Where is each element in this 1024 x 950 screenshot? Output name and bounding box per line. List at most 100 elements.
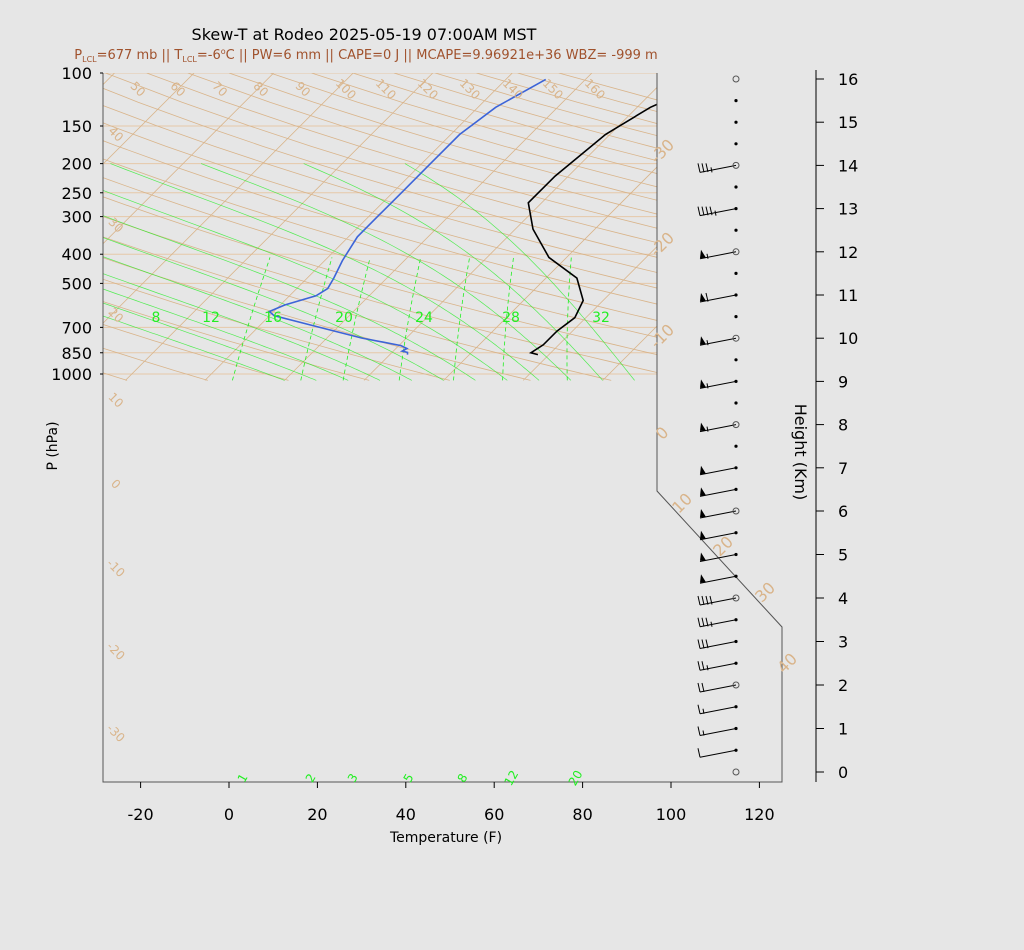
dry-adiabat-line (558, 73, 782, 381)
height-marker (734, 487, 738, 491)
isotherm-line (284, 73, 593, 381)
dry-adiabat-line (228, 73, 782, 381)
wind-barb (699, 251, 737, 260)
isotherm-line (682, 73, 782, 381)
wind-barb (699, 532, 737, 541)
chart-title: Skew-T at Rodeo 2025-05-19 07:00AM MST (192, 25, 537, 44)
mixing-ratio-line (232, 257, 271, 381)
height-marker (734, 574, 738, 578)
height-marker (734, 185, 738, 189)
isotherm-label: -10 (104, 556, 128, 580)
height-marker (734, 120, 738, 124)
height-tick-label: 13 (838, 200, 858, 219)
isotherm-label: 120 (415, 76, 441, 102)
temperature-tick-label: 20 (307, 805, 327, 824)
wind-barb-feather (701, 595, 705, 605)
isotherm-label: 90 (292, 79, 313, 100)
wind-barb-feather (701, 682, 705, 692)
height-marker (734, 466, 738, 470)
height-marker (732, 248, 740, 256)
y-axis-label: P (hPa) (45, 421, 61, 470)
wind-barb (699, 380, 737, 389)
mixing-ratio-label: 12 (501, 768, 521, 788)
height-marker (734, 726, 738, 731)
height-marker (732, 334, 740, 342)
dry-adiabat-line (103, 73, 289, 381)
wind-barb-flag (700, 552, 706, 561)
wind-barb-flag (700, 379, 706, 388)
height-marker (734, 661, 738, 665)
dry-adiabat-line (103, 73, 782, 381)
isotherm-label: -20 (646, 228, 678, 260)
temperature-line (527, 73, 730, 356)
dry-adiabat-line (476, 73, 782, 381)
temperature-tick-label: 0 (224, 805, 234, 824)
temperature-axis: -20 0 20 40 60 80 100 120 (128, 782, 775, 824)
pressure-tick-label: 200 (61, 155, 92, 174)
wind-barb (699, 662, 737, 671)
height-marker (732, 75, 740, 83)
height-tick-label: 6 (838, 502, 848, 521)
dry-adiabat-line (270, 73, 782, 381)
height-marker (734, 748, 738, 752)
wind-barb-feather (701, 617, 705, 627)
height-tick-label: 9 (838, 372, 848, 391)
wind-barb-feather (697, 661, 701, 671)
isotherm-label: -20 (104, 639, 128, 663)
wind-barb-flag (700, 422, 706, 431)
height-marker (734, 705, 738, 709)
wind-barb (699, 467, 737, 476)
wind-barb (699, 488, 737, 497)
wind-barb-feather (709, 595, 713, 605)
isotherm-line (103, 73, 274, 381)
height-tick-label: 10 (838, 329, 858, 348)
height-marker (734, 444, 738, 448)
pressure-tick-label: 100 (61, 64, 92, 83)
height-tick-label: 7 (838, 459, 848, 478)
height-marker (734, 639, 738, 644)
wind-barb-feather (714, 210, 717, 216)
wind-barb-feather (701, 639, 705, 649)
wind-barb-flag (700, 574, 706, 583)
mixing-ratio-label: 20 (566, 768, 586, 788)
height-marker (734, 207, 738, 211)
wind-barb-flag (700, 249, 706, 259)
height-marker (734, 228, 738, 232)
moist-adiabat-line (103, 163, 349, 381)
isotherm-label: -10 (646, 320, 678, 352)
moist-adiabat-line (200, 163, 572, 381)
pressure-tick-label: 400 (61, 245, 92, 264)
height-marker (734, 293, 738, 297)
wind-barb (699, 684, 737, 693)
moist-adiabat-line (103, 163, 381, 381)
height-tick-label: 0 (838, 763, 848, 782)
isotherm-label: 100 (333, 76, 359, 102)
temperature-tick-label: 40 (396, 805, 416, 824)
moist-adiabat-line (303, 163, 603, 381)
dry-adiabat-line (103, 73, 370, 381)
height-tick-label: 8 (838, 416, 848, 435)
pressure-tick-label: 150 (61, 117, 92, 136)
pressure-tick-label: 500 (61, 274, 92, 293)
wind-barb (699, 554, 737, 562)
wind-barb (699, 706, 737, 715)
mixing-ratio-label: 8 (152, 310, 161, 326)
height-tick-label: 5 (838, 546, 848, 565)
mixing-ratio-label: 16 (264, 310, 282, 326)
wind-barb (699, 641, 737, 649)
wind-barbs (697, 75, 740, 776)
wind-barb-feather (706, 253, 709, 259)
height-marker (734, 99, 738, 103)
wind-barb-feather (702, 708, 705, 714)
dry-adiabat-line (105, 73, 782, 381)
mixing-ratio-line (453, 257, 470, 381)
moist-adiabat-lines (103, 163, 635, 381)
dry-adiabat-line (434, 73, 782, 381)
isotherm-lines (103, 73, 782, 381)
isotherm-line (761, 73, 782, 381)
wind-barb-feather (697, 748, 701, 758)
height-marker (732, 161, 740, 169)
mixing-ratio-label: 2 (303, 771, 319, 785)
mixing-ratio-label: 20 (335, 310, 353, 326)
